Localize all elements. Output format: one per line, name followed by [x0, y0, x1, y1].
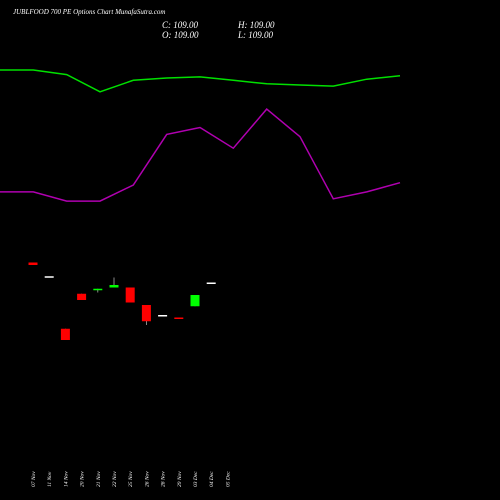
candle	[93, 288, 103, 293]
candle	[77, 293, 87, 300]
candle-body	[28, 262, 38, 265]
open-readout: O: 109.00	[162, 30, 199, 40]
x-tick-label: 05 Dec	[225, 471, 231, 487]
x-tick-label: 28 Nov	[161, 471, 167, 487]
candle	[206, 282, 216, 284]
x-tick-label: 11 Nov	[47, 471, 53, 487]
x-tick-label: 25 Nov	[128, 471, 134, 487]
x-tick-label: 22 Nov	[112, 471, 118, 487]
indicator-line-2	[0, 108, 401, 202]
candle-body	[77, 293, 87, 300]
candle-body	[190, 295, 200, 307]
chart-title: JUBLFOOD 700 PE Options Chart MunafaSutr…	[13, 8, 165, 16]
x-tick-label: 20 Nov	[80, 471, 86, 487]
x-tick-label: 03 Dec	[193, 471, 199, 487]
candle-body	[158, 315, 168, 317]
candle	[28, 262, 38, 265]
candle-body	[206, 282, 216, 284]
candle	[158, 315, 168, 317]
x-tick-label: 04 Dec	[208, 471, 215, 487]
candle	[60, 328, 70, 340]
candle-body	[125, 287, 135, 303]
candle	[141, 305, 151, 325]
candle	[190, 295, 200, 307]
candle-body	[109, 285, 119, 288]
candle	[44, 276, 54, 278]
candle-body	[44, 276, 54, 278]
x-tick-label: 07 Nov	[31, 471, 37, 487]
x-axis-ticks: 07 Nov 11 Nov 14 Nov 20 Nov 21 Nov 22 Nov 25 N…	[31, 471, 231, 487]
indicator-lines	[0, 69, 401, 202]
candle-body	[60, 328, 70, 340]
x-tick-label: 14 Nov	[62, 471, 69, 487]
candle	[174, 317, 184, 319]
indicator-line-1	[0, 69, 401, 93]
low-readout: L: 109.00	[237, 30, 274, 40]
close-readout: C: 109.00	[162, 20, 199, 30]
high-readout: H: 109.00	[237, 20, 275, 30]
x-tick-label: 21 Nov	[96, 471, 102, 487]
candle-body	[141, 305, 151, 322]
candle-body	[93, 288, 103, 291]
x-tick-label: 29 Nov	[177, 471, 183, 487]
candle	[125, 287, 135, 303]
x-tick-label: 26 Nov	[144, 471, 150, 487]
candle	[109, 277, 119, 288]
candles	[28, 262, 216, 340]
candle-body	[174, 317, 184, 319]
